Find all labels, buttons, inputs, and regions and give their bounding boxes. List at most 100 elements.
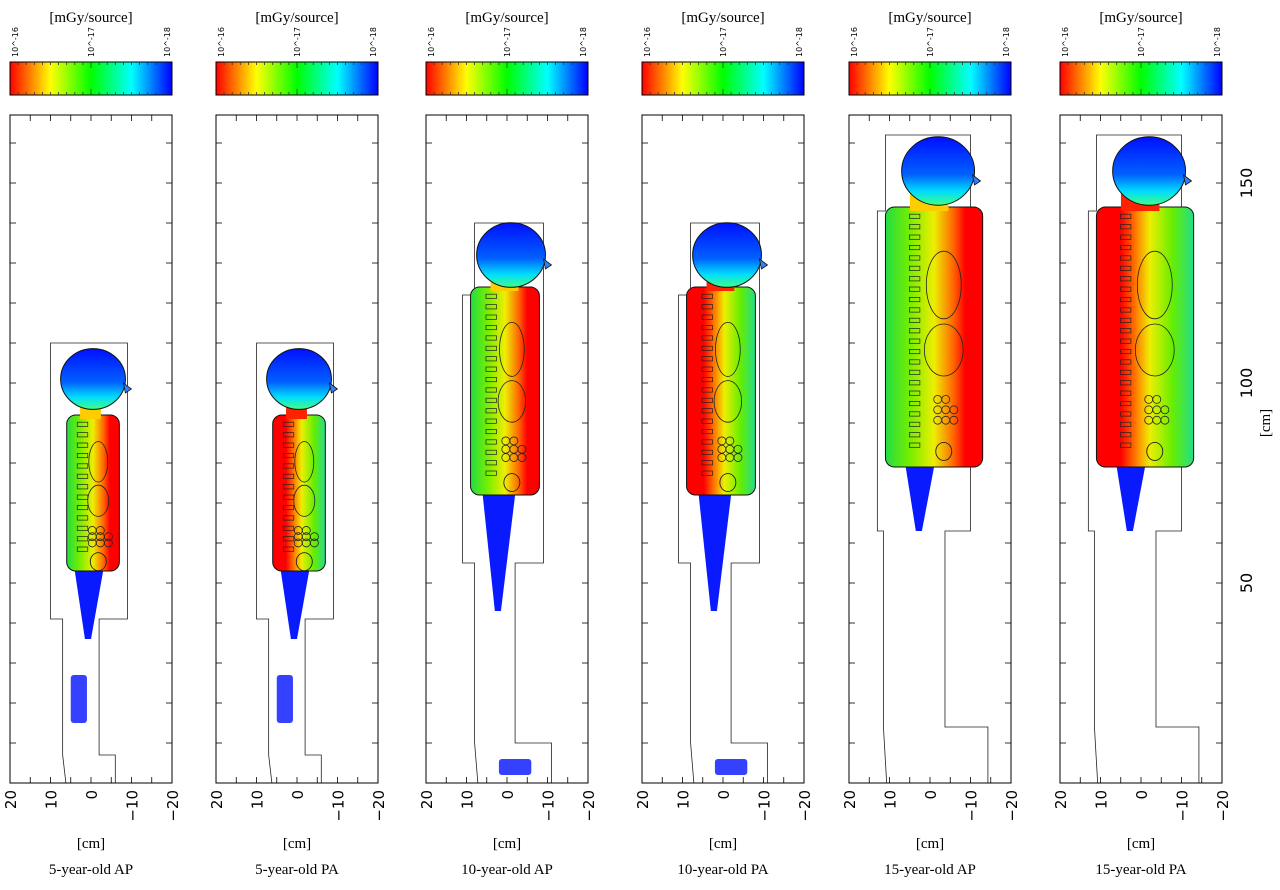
- colorbar-tick-label: 10^-17: [926, 27, 935, 57]
- vertebra-outline: [1119, 401, 1132, 407]
- vertebra-outline: [701, 293, 713, 299]
- legs-dose-region: [698, 495, 732, 611]
- vertebra-outline: [908, 286, 921, 292]
- vertebra-outline: [76, 546, 89, 552]
- vertebra-outline: [1119, 317, 1132, 323]
- x-tick-label: 10: [675, 790, 693, 809]
- vertebra-outline: [701, 387, 713, 393]
- vertebra-outline: [76, 453, 89, 459]
- panel-10-ap: [mGy/source] 20 10 0 −10 −20 [cm] 10-year-old A…: [418, 10, 598, 878]
- vertebra-outline: [485, 429, 497, 435]
- liver-outline: [87, 484, 110, 517]
- face-profile: [542, 258, 553, 270]
- x-tick-label: −20: [370, 790, 388, 822]
- x-tick-label: −20: [1214, 790, 1232, 822]
- intestine-outline: [509, 436, 519, 446]
- legs-dose-region: [905, 467, 935, 531]
- x-axis-label: [cm]: [916, 836, 944, 852]
- vertebra-outline: [1119, 349, 1132, 355]
- lower-leg-dose-region: [70, 675, 87, 723]
- vertebra-outline: [908, 390, 921, 396]
- vertebra-outline: [908, 276, 921, 282]
- vertebra-outline: [76, 536, 89, 542]
- intestine-outline: [310, 532, 319, 542]
- vertebra-outline: [701, 377, 713, 383]
- x-tick-label: 20: [1052, 790, 1070, 809]
- vertebra-outline: [485, 335, 497, 341]
- x-tick-label: 0: [922, 790, 940, 800]
- torso-dose-region: [1095, 206, 1195, 468]
- panel-title: 5-year-old PA: [255, 862, 339, 878]
- liver-outline: [1134, 323, 1175, 377]
- vertebra-outline: [282, 484, 295, 490]
- vertebra-outline: [908, 411, 921, 417]
- vertebra-outline: [485, 304, 497, 310]
- y-tick-label: 50: [1237, 573, 1256, 593]
- panel-15-pa: [mGy/source] 20 10 0 −10 −20 [cm] 15-year-old P…: [1052, 10, 1232, 878]
- colorbar-tick-label: 10^-18: [1002, 27, 1011, 57]
- torso-dose-region: [470, 286, 540, 496]
- intestine-outline: [733, 444, 743, 454]
- bladder-outline: [503, 473, 521, 492]
- x-tick-label: 20: [634, 790, 652, 809]
- vertebra-outline: [908, 255, 921, 261]
- vertebra-outline: [908, 421, 921, 427]
- vertebra-outline: [701, 408, 713, 414]
- intestine-outline: [104, 532, 113, 542]
- colorbar-tick-label: 10^-17: [719, 27, 728, 57]
- torso-dose-region: [884, 206, 984, 468]
- x-axis-label: [cm]: [77, 836, 105, 852]
- legs-dose-region: [74, 571, 104, 639]
- bladder-outline: [1146, 441, 1164, 461]
- vertebra-outline: [76, 484, 89, 490]
- vertebra-outline: [1119, 338, 1132, 344]
- liver-outline: [293, 484, 316, 517]
- vertebra-outline: [908, 213, 921, 219]
- x-axis-label: [cm]: [709, 836, 737, 852]
- colorbar-tick-label: 10^-16: [850, 27, 859, 57]
- vertebra-outline: [1119, 286, 1132, 292]
- vertebra-outline: [701, 449, 713, 455]
- vertebra-outline: [701, 397, 713, 403]
- colorbar-tick-label: 10^-18: [163, 27, 172, 57]
- x-tick-label: 0: [1133, 790, 1151, 800]
- intestine-outline: [517, 444, 527, 454]
- face-profile: [328, 382, 339, 394]
- face-profile: [971, 174, 982, 186]
- vertebra-outline: [282, 432, 295, 438]
- y-tick-label: 100: [1237, 368, 1256, 399]
- vertebra-outline: [282, 536, 295, 542]
- intestine-outline: [949, 415, 959, 425]
- head-dose-region: [266, 348, 332, 410]
- colorbar-tick-label: 10^-18: [369, 27, 378, 57]
- vertebra-outline: [701, 335, 713, 341]
- vertebra-outline: [1119, 432, 1132, 438]
- intestine-outline: [301, 526, 311, 535]
- vertebra-outline: [485, 387, 497, 393]
- colorbar-tick-label: 10^-16: [1061, 27, 1070, 57]
- colorbar-label: [mGy/source]: [1099, 10, 1182, 26]
- x-tick-label: 10: [882, 790, 900, 809]
- x-tick-label: 20: [841, 790, 859, 809]
- vertebra-outline: [485, 439, 497, 445]
- x-axis-label: [cm]: [493, 836, 521, 852]
- torso-dose-region: [66, 414, 120, 572]
- vertebra-outline: [1119, 442, 1132, 448]
- vertebra-outline: [76, 525, 89, 531]
- x-tick-label: 10: [1093, 790, 1111, 809]
- panel-title: 15-year-old PA: [1095, 862, 1186, 878]
- panel-title: 5-year-old AP: [49, 862, 133, 878]
- vertebra-outline: [485, 377, 497, 383]
- lung-outline: [925, 250, 962, 320]
- bladder-outline: [719, 473, 737, 492]
- vertebra-outline: [1119, 234, 1132, 240]
- vertebra-outline: [908, 307, 921, 313]
- vertebra-outline: [701, 418, 713, 424]
- vertebra-outline: [282, 463, 295, 469]
- x-tick-label: −20: [1003, 790, 1021, 822]
- x-tick-label: −10: [124, 790, 142, 822]
- vertebra-outline: [1119, 411, 1132, 417]
- lung-outline: [499, 321, 525, 377]
- vertebra-outline: [76, 442, 89, 448]
- vertebra-outline: [282, 515, 295, 521]
